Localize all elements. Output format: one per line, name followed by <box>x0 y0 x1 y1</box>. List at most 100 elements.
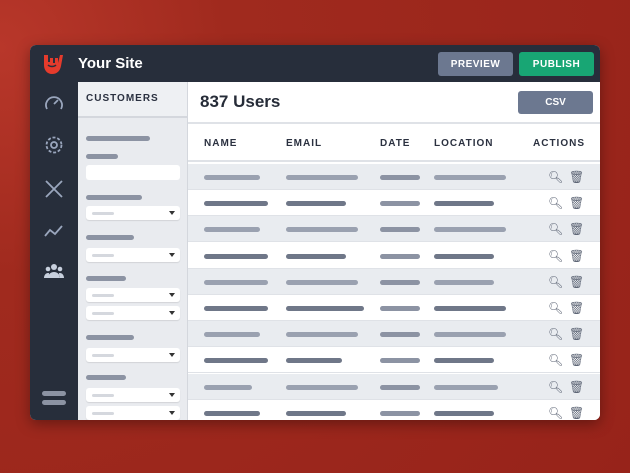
cell-placeholder <box>204 306 268 311</box>
top-bar: Your Site PREVIEW PUBLISH <box>30 45 600 82</box>
filter-label-placeholder <box>86 276 126 281</box>
trash-icon[interactable]: 🗑︎ <box>569 405 585 420</box>
filter-select[interactable] <box>86 288 180 302</box>
filter-panel: CUSTOMERS <box>78 82 188 420</box>
cell-placeholder <box>434 279 494 285</box>
search-icon[interactable]: 🔍︎ <box>548 170 564 184</box>
search-icon[interactable]: 🔍︎ <box>548 301 564 315</box>
cell-placeholder <box>286 227 358 233</box>
filter-label-placeholder <box>86 195 142 200</box>
table-row[interactable]: 🔍︎ 🗑︎ <box>188 295 600 321</box>
cell-placeholder <box>286 358 342 364</box>
table-row[interactable]: 🔍︎ 🗑︎ <box>188 321 600 348</box>
users-icon[interactable] <box>43 260 65 282</box>
search-icon[interactable]: 🔍︎ <box>548 274 564 289</box>
trash-icon[interactable]: 🗑︎ <box>569 301 585 315</box>
cell-placeholder <box>286 410 346 416</box>
cell-placeholder <box>380 410 420 416</box>
table-header: NAME EMAIL DATE LOCATION ACTIONS <box>188 122 600 162</box>
cell-placeholder <box>380 279 420 285</box>
filter-select[interactable] <box>86 306 180 320</box>
site-title: Your Site <box>78 55 143 72</box>
filter-select[interactable] <box>86 248 180 262</box>
column-header-name[interactable]: NAME <box>204 138 238 149</box>
search-icon[interactable]: 🔍︎ <box>548 379 564 394</box>
filter-select[interactable] <box>86 406 180 420</box>
trash-icon[interactable]: 🗑︎ <box>569 274 585 289</box>
cell-placeholder <box>380 253 420 259</box>
preview-button[interactable]: PREVIEW <box>438 52 513 76</box>
search-icon[interactable]: 🔍︎ <box>548 353 564 368</box>
cell-placeholder <box>204 332 260 338</box>
cell-placeholder <box>286 201 346 207</box>
chevron-down-icon <box>169 293 175 297</box>
table-row[interactable]: 🔍︎ 🗑︎ <box>188 242 600 269</box>
table-row[interactable]: 🔍︎ 🗑︎ <box>188 268 600 295</box>
table-row[interactable]: 🔍︎ 🗑︎ <box>188 190 600 217</box>
cell-placeholder <box>204 384 252 390</box>
table-row[interactable]: 🔍︎ 🗑︎ <box>188 399 600 420</box>
filter-label-placeholder <box>86 375 126 380</box>
table-row[interactable]: 🔍︎ 🗑︎ <box>188 347 600 374</box>
trash-icon[interactable]: 🗑︎ <box>569 196 585 211</box>
cell-placeholder <box>204 410 260 416</box>
cell-placeholder <box>434 201 494 207</box>
csv-export-button[interactable]: CSV <box>518 91 593 114</box>
gear-icon[interactable] <box>43 134 65 156</box>
cell-placeholder <box>434 358 494 364</box>
trash-icon[interactable]: 🗑︎ <box>569 379 585 394</box>
cell-placeholder <box>286 253 346 259</box>
tools-icon[interactable] <box>43 178 65 200</box>
filter-select[interactable] <box>86 388 180 402</box>
publish-button[interactable]: PUBLISH <box>519 52 594 76</box>
chevron-down-icon <box>169 393 175 397</box>
filter-label-placeholder <box>86 235 134 240</box>
search-icon[interactable]: 🔍︎ <box>548 248 564 263</box>
filter-select[interactable] <box>86 348 180 362</box>
search-icon[interactable]: 🔍︎ <box>548 222 564 237</box>
icon-sidebar <box>30 82 78 420</box>
search-icon[interactable]: 🔍︎ <box>548 327 564 342</box>
trash-icon[interactable]: 🗑︎ <box>569 248 585 263</box>
search-icon[interactable]: 🔍︎ <box>548 405 564 420</box>
cell-placeholder <box>434 253 494 259</box>
cell-placeholder <box>380 201 420 207</box>
table-row[interactable]: 🔍︎ 🗑︎ <box>188 216 600 243</box>
cell-placeholder <box>204 358 268 364</box>
filter-select[interactable] <box>86 206 180 220</box>
menu-icon[interactable] <box>42 391 66 407</box>
cell-placeholder <box>380 175 420 180</box>
column-header-date[interactable]: DATE <box>380 138 411 149</box>
table-row[interactable]: 🔍︎ 🗑︎ <box>188 373 600 400</box>
page-title: 837 Users <box>200 92 281 111</box>
column-header-actions: ACTIONS <box>533 138 585 149</box>
chevron-down-icon <box>169 411 175 415</box>
rock-hand-logo <box>44 55 63 74</box>
filter-label-placeholder <box>86 136 150 141</box>
cell-placeholder <box>286 279 358 285</box>
trash-icon[interactable]: 🗑︎ <box>569 222 585 237</box>
cell-placeholder <box>434 410 494 416</box>
column-header-email[interactable]: EMAIL <box>286 138 323 149</box>
cell-placeholder <box>204 201 268 207</box>
table-row[interactable]: 🔍︎ 🗑︎ <box>188 164 600 190</box>
cell-placeholder <box>380 384 420 390</box>
trash-icon[interactable]: 🗑︎ <box>569 353 585 368</box>
column-header-location[interactable]: LOCATION <box>434 138 494 149</box>
analytics-icon[interactable] <box>43 220 65 242</box>
chevron-down-icon <box>169 353 175 357</box>
chevron-down-icon <box>169 253 175 257</box>
cell-placeholder <box>204 253 268 259</box>
speedometer-icon[interactable] <box>43 92 65 114</box>
filter-label-placeholder <box>86 154 118 159</box>
cell-placeholder <box>380 358 420 364</box>
cell-placeholder <box>434 306 506 311</box>
trash-icon[interactable]: 🗑︎ <box>569 327 585 342</box>
cell-placeholder <box>380 332 420 338</box>
search-icon[interactable]: 🔍︎ <box>548 196 564 211</box>
cell-placeholder <box>286 384 358 390</box>
filter-text-input[interactable] <box>86 165 180 180</box>
cell-placeholder <box>434 332 506 338</box>
cell-placeholder <box>204 279 268 285</box>
trash-icon[interactable]: 🗑︎ <box>569 170 585 184</box>
